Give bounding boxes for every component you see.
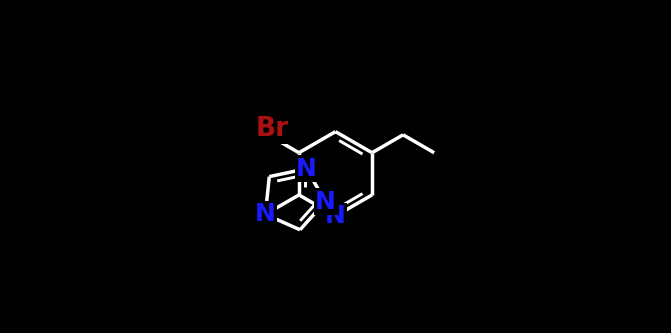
- Text: N: N: [255, 202, 276, 226]
- Text: N: N: [296, 157, 317, 181]
- Text: Br: Br: [256, 116, 289, 142]
- Text: N: N: [325, 204, 346, 228]
- Text: N: N: [315, 189, 336, 213]
